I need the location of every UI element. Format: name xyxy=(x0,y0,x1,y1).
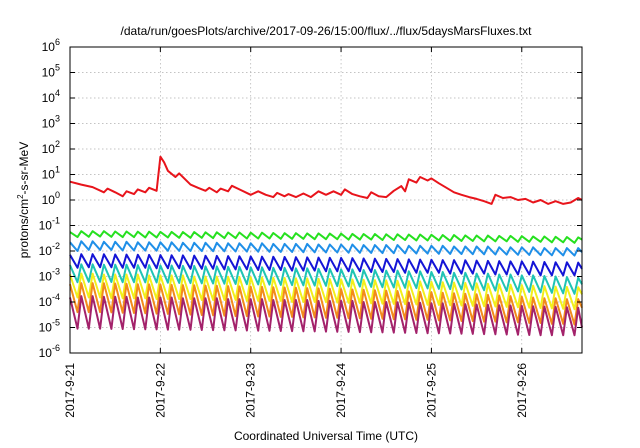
y-tick-label: 10-1 xyxy=(39,216,60,233)
y-tick-label: 103 xyxy=(42,114,60,131)
y-tick-label-exponent: -5 xyxy=(52,318,60,328)
y-axis-label-suffix: -s-sr-MeV xyxy=(17,142,31,195)
y-tick-label-base: 10 xyxy=(42,66,56,80)
y-tick-label: 100 xyxy=(42,190,60,207)
x-tick-label: 2017-9-21 xyxy=(63,363,77,418)
y-tick-label: 102 xyxy=(42,139,60,156)
y-tick-label-exponent: 5 xyxy=(55,63,60,73)
x-tick-label: 2017-9-25 xyxy=(424,363,438,418)
y-tick-label-exponent: 4 xyxy=(55,88,60,98)
y-tick-label-base: 10 xyxy=(39,219,53,233)
series-lines xyxy=(69,155,583,337)
series-line-3 xyxy=(69,240,583,257)
y-tick-label-exponent: -1 xyxy=(52,216,60,226)
series-line-2 xyxy=(69,230,583,244)
y-tick-label-base: 10 xyxy=(39,295,53,309)
y-tick-label-exponent: -3 xyxy=(52,267,60,277)
y-tick-label: 10-3 xyxy=(39,267,60,284)
y-tick-label-exponent: 2 xyxy=(55,139,60,149)
series-line-1 xyxy=(69,155,583,205)
y-tick-label-base: 10 xyxy=(42,193,56,207)
x-tick-label: 2017-9-22 xyxy=(153,363,167,418)
series-line-4 xyxy=(69,253,583,277)
y-tick-label: 105 xyxy=(42,63,60,80)
series-line-5 xyxy=(69,263,583,295)
y-tick-label-base: 10 xyxy=(42,117,56,131)
y-tick-label-exponent: 6 xyxy=(55,37,60,47)
x-tick-label: 2017-9-23 xyxy=(244,363,258,418)
y-tick-label: 10-5 xyxy=(39,318,60,335)
y-tick-label-exponent: -2 xyxy=(52,241,60,251)
y-axis-label-superscript: 2 xyxy=(16,194,25,199)
series-line-8 xyxy=(69,295,583,337)
y-tick-label: 10-6 xyxy=(39,343,60,360)
y-tick-label: 104 xyxy=(42,88,60,105)
y-tick-label-exponent: 0 xyxy=(55,190,60,200)
x-axis-label: Coordinated Universal Time (UTC) xyxy=(234,429,418,443)
x-tick-label: 2017-9-24 xyxy=(334,363,348,418)
y-tick-label: 106 xyxy=(42,37,60,54)
y-tick-label-base: 10 xyxy=(42,168,56,182)
y-tick-label-base: 10 xyxy=(39,321,53,335)
y-axis-label-prefix: protons/cm xyxy=(17,199,31,258)
y-tick-label-exponent: -6 xyxy=(52,343,60,353)
y-tick-label: 101 xyxy=(42,165,60,182)
y-tick-label-exponent: 3 xyxy=(55,114,60,124)
y-tick-label-base: 10 xyxy=(42,91,56,105)
y-tick-label-base: 10 xyxy=(42,40,56,54)
y-tick-label-base: 10 xyxy=(39,270,53,284)
y-tick-label-base: 10 xyxy=(39,244,53,258)
y-axis-ticks: 10-610-510-410-310-210-11001011021031041… xyxy=(39,37,582,360)
y-tick-label-base: 10 xyxy=(39,346,53,360)
x-axis-ticks: 2017-9-21 2017-9-22 2017-9-23 2017-9-24 2017… xyxy=(63,47,529,418)
y-tick-label: 10-2 xyxy=(39,241,60,258)
y-tick-label-base: 10 xyxy=(42,142,56,156)
x-tick-label: 2017-9-26 xyxy=(515,363,529,418)
series-line-7 xyxy=(69,282,583,326)
y-tick-label: 10-4 xyxy=(39,292,60,309)
y-axis-label: protons/cm2-s-sr-MeV xyxy=(16,142,31,258)
chart-title: /data/run/goesPlots/archive/2017-09-26/1… xyxy=(121,24,533,38)
series-line-6 xyxy=(69,272,583,311)
y-tick-label-exponent: -4 xyxy=(52,292,60,302)
y-tick-label-exponent: 1 xyxy=(55,165,60,175)
